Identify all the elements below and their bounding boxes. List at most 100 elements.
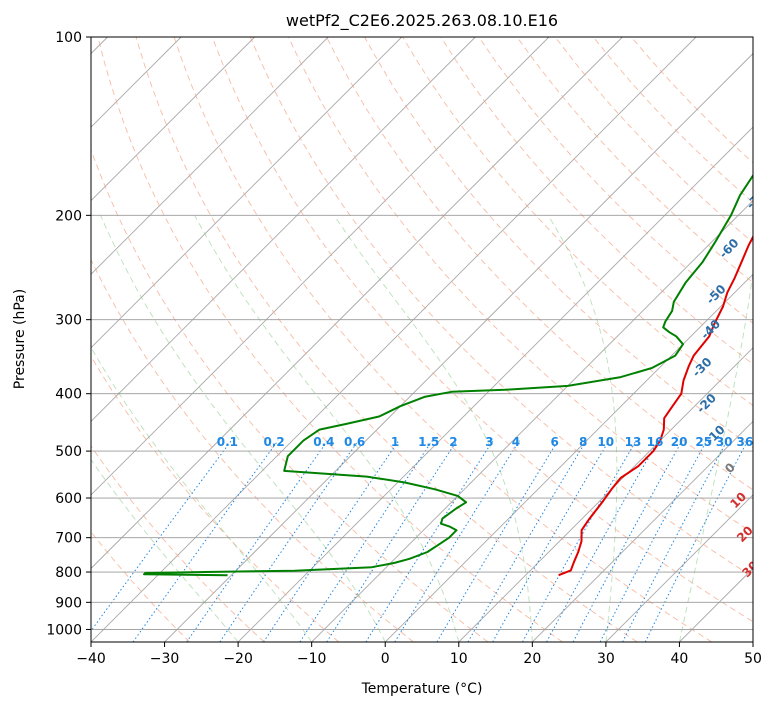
temperature-line [558,234,753,577]
moist-adiabat-line [91,458,239,642]
y-tick-label: 900 [55,595,82,611]
moist-adiabat-line [91,346,313,642]
y-axis-label: Pressure (hPa) [12,289,28,389]
mixing-ratio-label: 10 [597,435,614,449]
isotherm-line [91,37,255,202]
mixing-ratio-label: 20 [671,435,688,449]
mixing-ratio-label: 3 [485,435,493,449]
mixing-ratio-line [365,440,494,642]
moist-adiabat-line [333,215,533,642]
y-tick-label: 600 [55,491,82,507]
x-tick-label: −30 [150,651,180,667]
theta-label: -60 [716,236,741,261]
isotherm-line [458,347,753,642]
x-tick-label: 50 [744,651,762,667]
y-tick-label: 700 [55,531,82,547]
mixing-ratio-line [436,440,559,642]
theta-label: -20 [694,391,719,416]
dry-adiabat-line [91,355,340,642]
profile-series [143,173,753,577]
y-axis: 100 200 300 400 500 600 700 800 900 1000 [46,30,91,638]
y-tick-label: 500 [55,444,82,460]
dry-adiabat-line [478,37,753,324]
x-tick-label: 40 [671,651,689,667]
mixing-ratio-line [326,440,458,642]
x-tick-label: 0 [381,651,390,667]
theta-label: -80 [770,134,775,159]
theta-label: -70 [743,187,768,212]
isotherm-line [752,641,753,642]
mixing-ratio-label: 25 [695,435,712,449]
dewpoint-line [143,173,753,577]
moist-adiabat-line [194,215,460,642]
pressure-gridlines [91,37,753,630]
dry-adiabat-line [516,37,753,284]
mixing-ratio-label: 1 [391,435,399,449]
mixing-ratio-line [546,440,659,642]
isotherm-line [91,37,697,642]
moist-adiabat-label: 40 [755,594,775,616]
mixing-ratio-line [394,440,520,642]
mixing-ratio-label: 4 [512,435,520,449]
isotherm-line [384,273,753,642]
mixing-ratio-label: 36 [737,435,754,449]
mixing-ratio-label: 1.5 [418,435,439,449]
isotherm-line [532,420,753,642]
mixing-ratio-line [622,440,728,642]
isotherm-line [91,37,403,349]
dry-adiabat-line [91,258,414,642]
isotherm-line [91,37,623,570]
mixing-ratio-line [644,440,749,642]
moist-adiabat-line [547,215,618,642]
y-tick-label: 100 [55,30,82,46]
dry-adiabat-line [211,37,753,623]
y-tick-label: 800 [55,565,82,581]
mixing-ratio-line [263,440,400,642]
dry-adiabat-line [287,37,753,534]
x-tick-label: 10 [450,651,468,667]
mixing-ratio-label: 0.2 [263,435,284,449]
dry-adiabat-line [554,37,753,244]
moist-adiabat-line [678,268,753,642]
isotherm-line [237,126,753,642]
mixing-ratio-line [91,440,232,632]
x-tick-label: −40 [76,651,106,667]
x-tick-label: 30 [597,651,615,667]
dry-adiabat-line [135,37,638,642]
dry-adiabat-line [440,37,753,365]
mixing-ratio-label: 8 [579,435,587,449]
dry-adiabat-line [91,148,489,642]
y-tick-label: 400 [55,387,82,403]
x-tick-label: −20 [223,651,253,667]
theta-label: -40 [698,317,723,342]
mixing-ratio-label: 30 [716,435,733,449]
moist-adiabat-label: 30 [739,558,761,580]
mixing-ratio-line [299,440,433,642]
x-tick-label: −10 [297,651,327,667]
dry-adiabat-line [326,37,753,491]
isotherm-line [164,52,753,642]
mixing-ratio-line [599,440,708,642]
dry-adiabat-line [97,37,563,642]
moist-adiabat-label: 10 [727,489,749,511]
mixing-ratio-line [132,440,279,642]
isotherm-line [679,567,753,642]
moist-adiabat-line [100,215,386,642]
mixing-ratio-line [219,440,359,642]
mixing-ratio-line [467,440,587,642]
y-tick-label: 200 [55,208,82,224]
line-annotations: -100-90-80-70-60-50-40-30-20-100.10.20.4… [217,134,775,616]
dry-adiabat-line [91,531,191,642]
y-tick-label: 1000 [46,622,82,638]
x-tick-label: 20 [523,651,541,667]
dry-adiabat-line [249,37,753,578]
mixing-ratio-label: 0.6 [344,435,365,449]
dry-adiabat-line [91,445,265,642]
dry-adiabat-line [173,37,713,642]
mixing-ratio-line [492,440,610,642]
isotherm-line [91,37,476,422]
isotherm-line [91,37,550,496]
mixing-ratio-line [186,440,329,642]
y-tick-label: 300 [55,313,82,329]
